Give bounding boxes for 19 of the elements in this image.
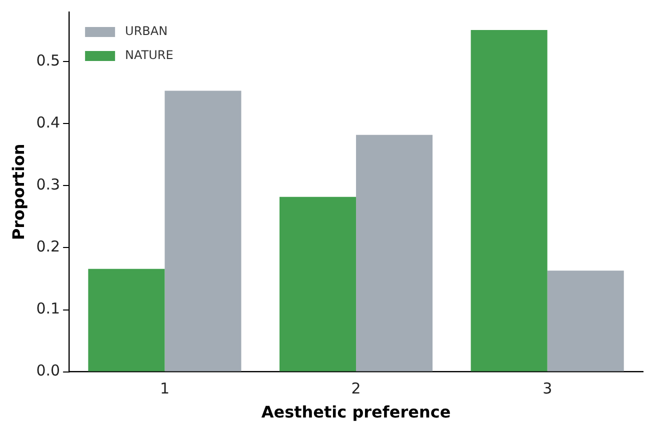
y-tick-label: 0.4 <box>36 114 60 132</box>
x-tick-label: 2 <box>351 380 361 398</box>
y-axis-title: Proportion <box>8 144 28 240</box>
bar <box>470 30 548 372</box>
bar <box>356 134 433 372</box>
bar <box>164 90 242 372</box>
bar <box>547 270 624 372</box>
y-tick-label: 0.0 <box>36 362 60 380</box>
y-tick-label: 0.5 <box>36 52 60 70</box>
y-tick-label: 0.1 <box>36 300 60 318</box>
legend-label: URBAN <box>125 24 168 38</box>
bar <box>88 268 165 372</box>
y-tick-label: 0.3 <box>36 176 60 194</box>
x-tick-label: 3 <box>542 380 552 398</box>
x-tick-label: 1 <box>160 380 170 398</box>
y-tick-label: 0.2 <box>36 238 60 256</box>
legend-label: NATURE <box>125 48 174 62</box>
x-axis-title: Aesthetic preference <box>261 402 451 422</box>
bar <box>280 196 356 372</box>
